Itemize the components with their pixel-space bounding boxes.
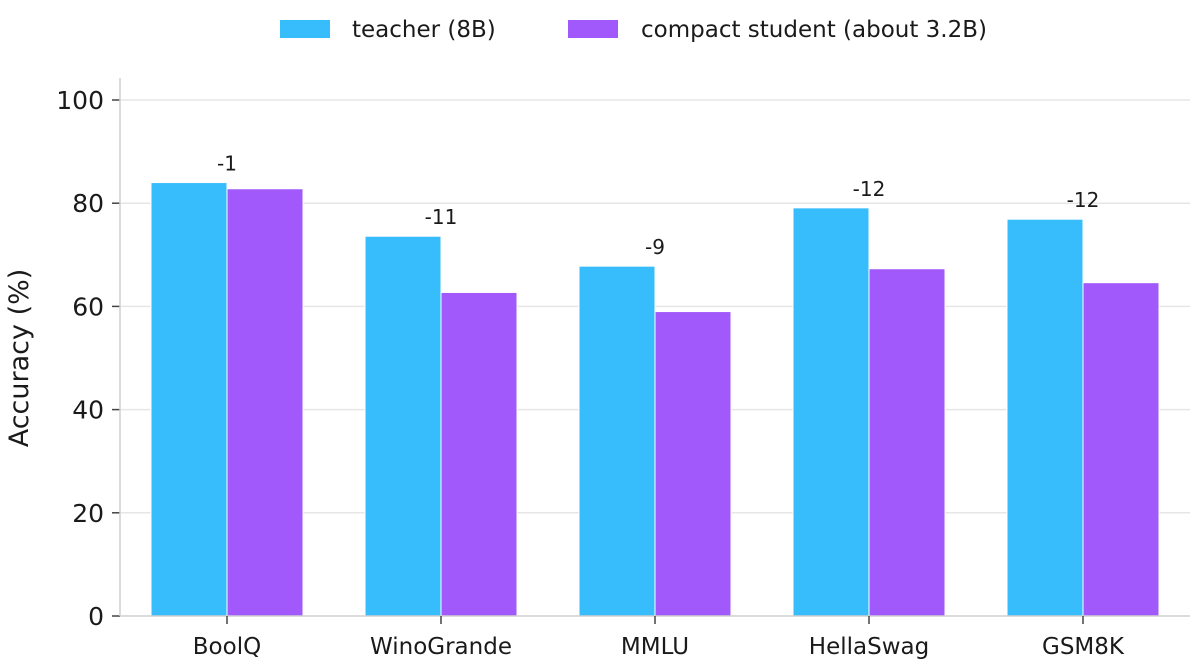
bar-teacher-boolq bbox=[150, 182, 228, 617]
difference-label: -9 bbox=[645, 235, 665, 259]
y-tick-label: 40 bbox=[72, 396, 104, 425]
difference-label: -12 bbox=[853, 177, 886, 201]
bar-student-winogrande bbox=[440, 291, 518, 617]
x-tick-label: BoolQ bbox=[193, 634, 261, 660]
bar-student-mmlu bbox=[654, 311, 732, 617]
bar-teacher-mmlu bbox=[578, 265, 656, 617]
legend-label-teacher: teacher (8B) bbox=[352, 17, 496, 43]
x-tick-label: MMLU bbox=[621, 634, 689, 660]
chart-legend: teacher (8B) compact student (about 3.2B… bbox=[280, 17, 987, 43]
y-tick-label: 0 bbox=[88, 602, 104, 631]
y-axis: 0 20 40 60 80 100 bbox=[56, 78, 121, 631]
y-tick-label: 60 bbox=[72, 292, 104, 321]
bar-teacher-gsm8k bbox=[1006, 218, 1084, 617]
x-tick-label: GSM8K bbox=[1042, 634, 1125, 660]
legend-swatch-student bbox=[568, 20, 618, 38]
difference-label: -11 bbox=[425, 205, 458, 229]
difference-label: -12 bbox=[1067, 188, 1100, 212]
legend-swatch-teacher bbox=[280, 20, 330, 38]
bar-teacher-hellaswag bbox=[792, 207, 870, 617]
difference-label: -1 bbox=[217, 152, 237, 176]
legend-label-student: compact student (about 3.2B) bbox=[641, 17, 987, 43]
x-tick-label: WinoGrande bbox=[370, 634, 512, 660]
bar-student-boolq bbox=[226, 188, 304, 617]
y-tick-label: 100 bbox=[56, 86, 104, 115]
bar-student-gsm8k bbox=[1082, 282, 1160, 617]
difference-annotations: -1 -11 -9 -12 -12 bbox=[217, 152, 1099, 260]
y-axis-title: Accuracy (%) bbox=[4, 269, 35, 448]
x-axis: BoolQ WinoGrande MMLU HellaSwag GSM8K bbox=[120, 615, 1190, 660]
bars bbox=[150, 182, 1160, 617]
bar-student-hellaswag bbox=[868, 268, 946, 617]
y-tick-label: 80 bbox=[72, 189, 104, 218]
x-tick-label: HellaSwag bbox=[809, 634, 929, 660]
y-tick-label: 20 bbox=[72, 499, 104, 528]
bar-teacher-winogrande bbox=[364, 235, 442, 617]
